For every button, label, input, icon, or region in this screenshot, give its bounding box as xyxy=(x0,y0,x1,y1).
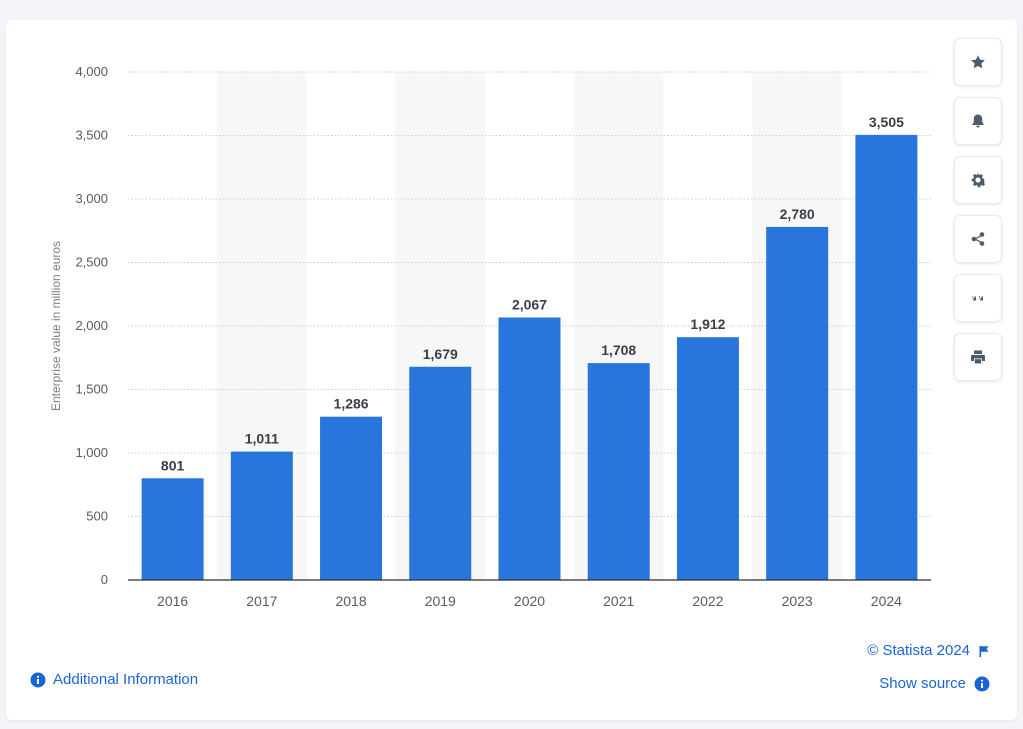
x-tick-label: 2018 xyxy=(335,593,366,609)
info-icon xyxy=(974,676,990,691)
bar xyxy=(766,226,829,580)
statista-copyright-link[interactable]: © Statista 2024 xyxy=(867,642,990,659)
quote-icon xyxy=(972,296,983,301)
flag-icon xyxy=(979,645,989,657)
show-source-link[interactable]: Show source xyxy=(879,675,990,692)
data-label: 801 xyxy=(161,457,185,473)
data-label: 3,505 xyxy=(869,114,904,130)
x-tick-label: 2017 xyxy=(246,593,277,609)
bar xyxy=(587,363,650,580)
additional-information-link[interactable]: Additional Information xyxy=(30,671,198,688)
y-tick-label: 2,500 xyxy=(75,255,108,270)
x-tick-label: 2016 xyxy=(157,593,188,609)
data-label: 2,067 xyxy=(512,296,547,312)
data-label: 1,912 xyxy=(690,316,725,332)
x-tick-label: 2022 xyxy=(692,593,723,609)
info-icon xyxy=(30,672,46,687)
data-label: 2,780 xyxy=(780,206,815,222)
x-tick-label: 2019 xyxy=(425,593,456,609)
y-tick-label: 1,000 xyxy=(75,445,108,460)
data-label: 1,286 xyxy=(334,396,369,412)
y-tick-label: 4,000 xyxy=(75,64,108,79)
x-tick-label: 2020 xyxy=(514,593,545,609)
bar-chart: 0 500 1,000 1,500 2,000 2,500 3,000 3,500 4,000 E… xyxy=(49,64,931,609)
x-tick-label: 2023 xyxy=(782,593,813,609)
data-label: 1,679 xyxy=(423,346,458,362)
gear-icon xyxy=(971,172,985,188)
bar xyxy=(409,366,472,580)
favorite-button[interactable] xyxy=(954,38,1002,86)
chart-toolbar xyxy=(954,38,1004,392)
bar xyxy=(230,451,293,580)
cite-button[interactable] xyxy=(954,274,1002,322)
x-tick-label: 2021 xyxy=(603,593,634,609)
share-button[interactable] xyxy=(954,215,1002,263)
bar xyxy=(141,478,204,580)
bell-icon xyxy=(972,114,984,128)
y-axis-title: Enterprise value in million euros xyxy=(49,241,63,411)
notification-button[interactable] xyxy=(954,97,1002,145)
y-tick-label: 3,000 xyxy=(75,191,108,206)
share-icon xyxy=(971,232,985,246)
data-label: 1,011 xyxy=(245,431,279,447)
bar xyxy=(498,317,561,580)
bar xyxy=(320,416,383,580)
data-label: 1,708 xyxy=(601,342,636,358)
settings-button[interactable] xyxy=(954,156,1002,204)
y-tick-label: 3,500 xyxy=(75,128,108,143)
bar xyxy=(676,337,739,580)
additional-information-label: Additional Information xyxy=(53,671,199,688)
bar xyxy=(855,134,918,580)
print-icon xyxy=(971,350,985,364)
star-icon xyxy=(971,55,985,69)
show-source-label: Show source xyxy=(879,675,966,692)
y-tick-label: 0 xyxy=(101,572,108,587)
chart-card: 0 500 1,000 1,500 2,000 2,500 3,000 3,500 4,000 E… xyxy=(6,20,1017,720)
x-tick-label: 2024 xyxy=(871,593,902,609)
y-tick-label: 2,000 xyxy=(75,318,108,333)
print-button[interactable] xyxy=(954,333,1002,381)
y-tick-label: 1,500 xyxy=(75,382,108,397)
y-tick-label: 500 xyxy=(86,509,108,524)
copyright-label: © Statista 2024 xyxy=(867,642,970,659)
